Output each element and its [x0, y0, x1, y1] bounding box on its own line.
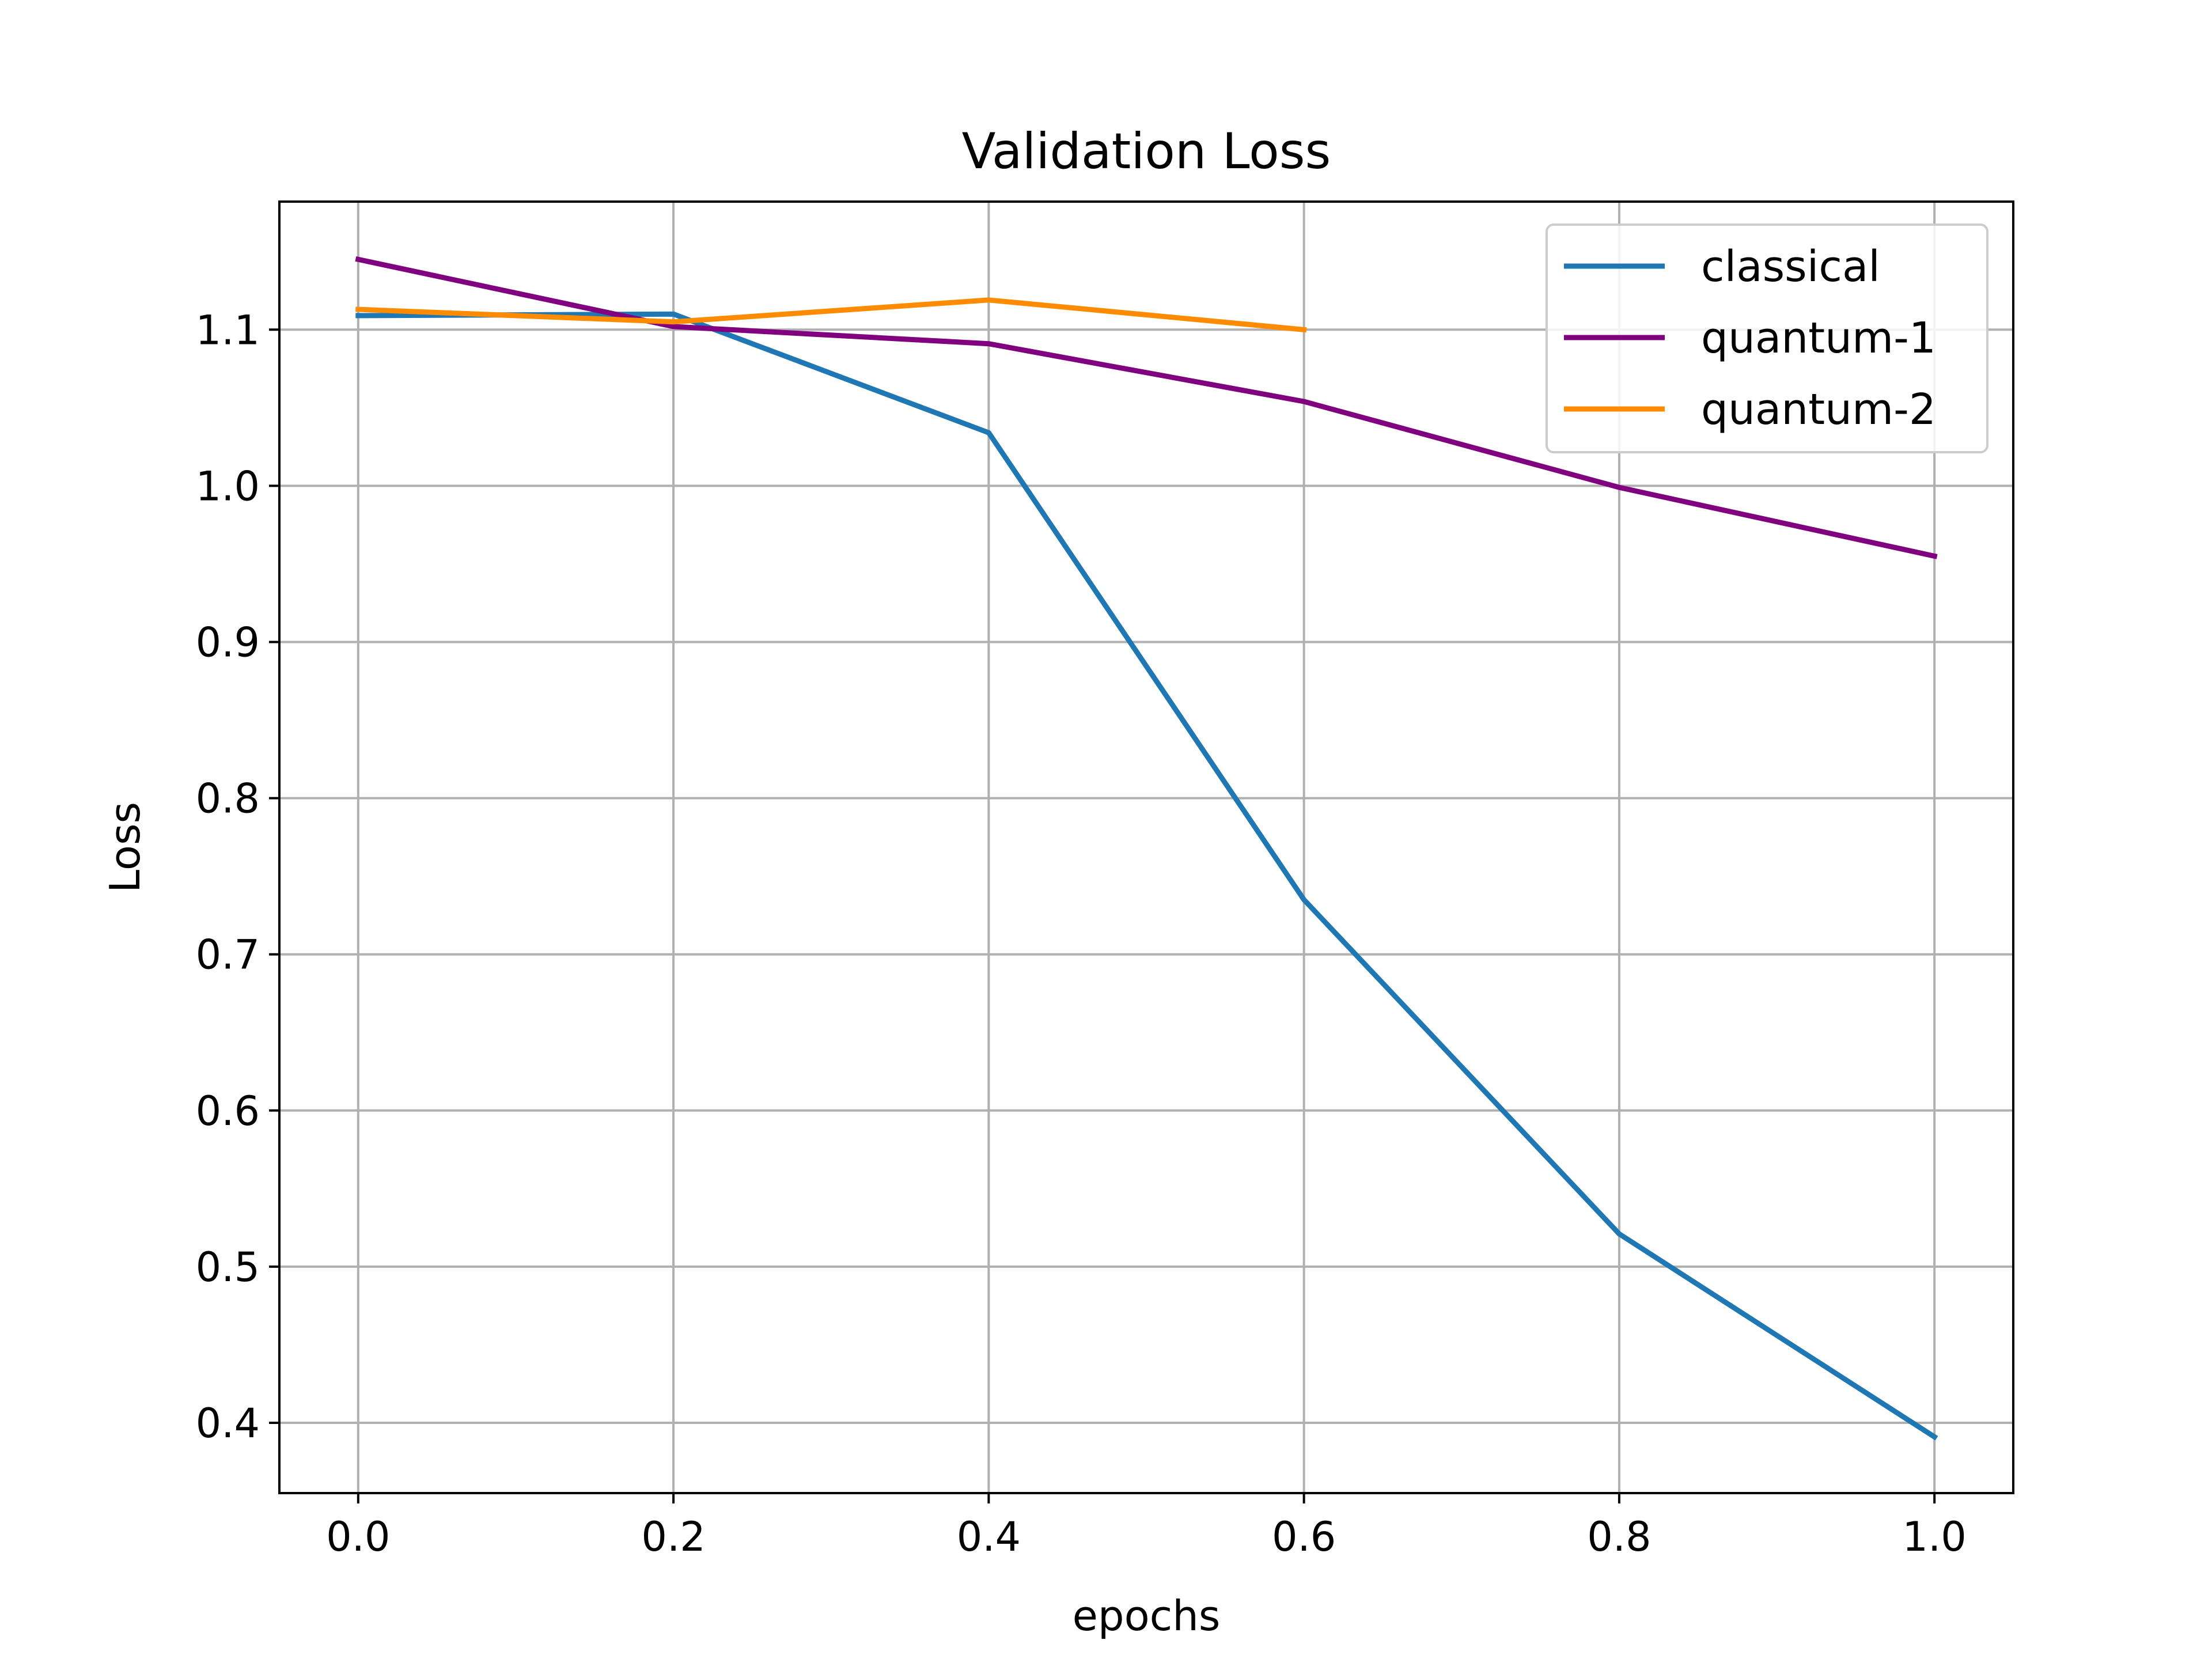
x-tick-label: 1.0	[1903, 1513, 1967, 1560]
legend-box	[1546, 224, 1988, 453]
y-tick-label: 0.6	[196, 1088, 260, 1135]
y-tick-label: 0.4	[196, 1400, 260, 1447]
series-line-quantum-2	[355, 297, 1307, 333]
y-axis-ticks: 0.4 0.5 0.6 0.7 0.8 0.9 1.0 1.1	[196, 306, 279, 1447]
chart-title: Validation Loss	[962, 123, 1331, 180]
series-line-quantum-1	[355, 256, 1938, 559]
x-tick-label: 0.2	[641, 1513, 705, 1560]
legend-label-classical: classical	[1701, 242, 1880, 291]
legend-label-quantum-1: quantum-1	[1701, 313, 1936, 363]
x-axis-ticks: 0.0 0.2 0.4 0.6 0.8 1.0	[326, 1493, 1967, 1560]
x-tick-label: 0.8	[1587, 1513, 1651, 1560]
y-tick-label: 0.7	[196, 931, 260, 979]
y-tick-label: 0.9	[196, 619, 260, 666]
legend-label-quantum-2: quantum-2	[1701, 385, 1936, 434]
grid	[279, 202, 2013, 1493]
series-lines	[355, 256, 1938, 1441]
y-axis-label: Loss	[101, 802, 149, 893]
y-tick-label: 1.1	[196, 306, 260, 354]
x-tick-label: 0.0	[326, 1513, 390, 1560]
x-axis-label: epochs	[1073, 1592, 1221, 1640]
x-tick-label: 0.6	[1272, 1513, 1336, 1560]
y-tick-label: 0.8	[196, 775, 260, 823]
y-tick-label: 0.5	[196, 1244, 260, 1291]
plot-area-frame	[278, 200, 2014, 1494]
y-tick-label: 1.0	[196, 463, 260, 510]
x-tick-label: 0.4	[957, 1513, 1021, 1560]
legend: classical quantum-1 quantum-2	[1546, 224, 1988, 453]
